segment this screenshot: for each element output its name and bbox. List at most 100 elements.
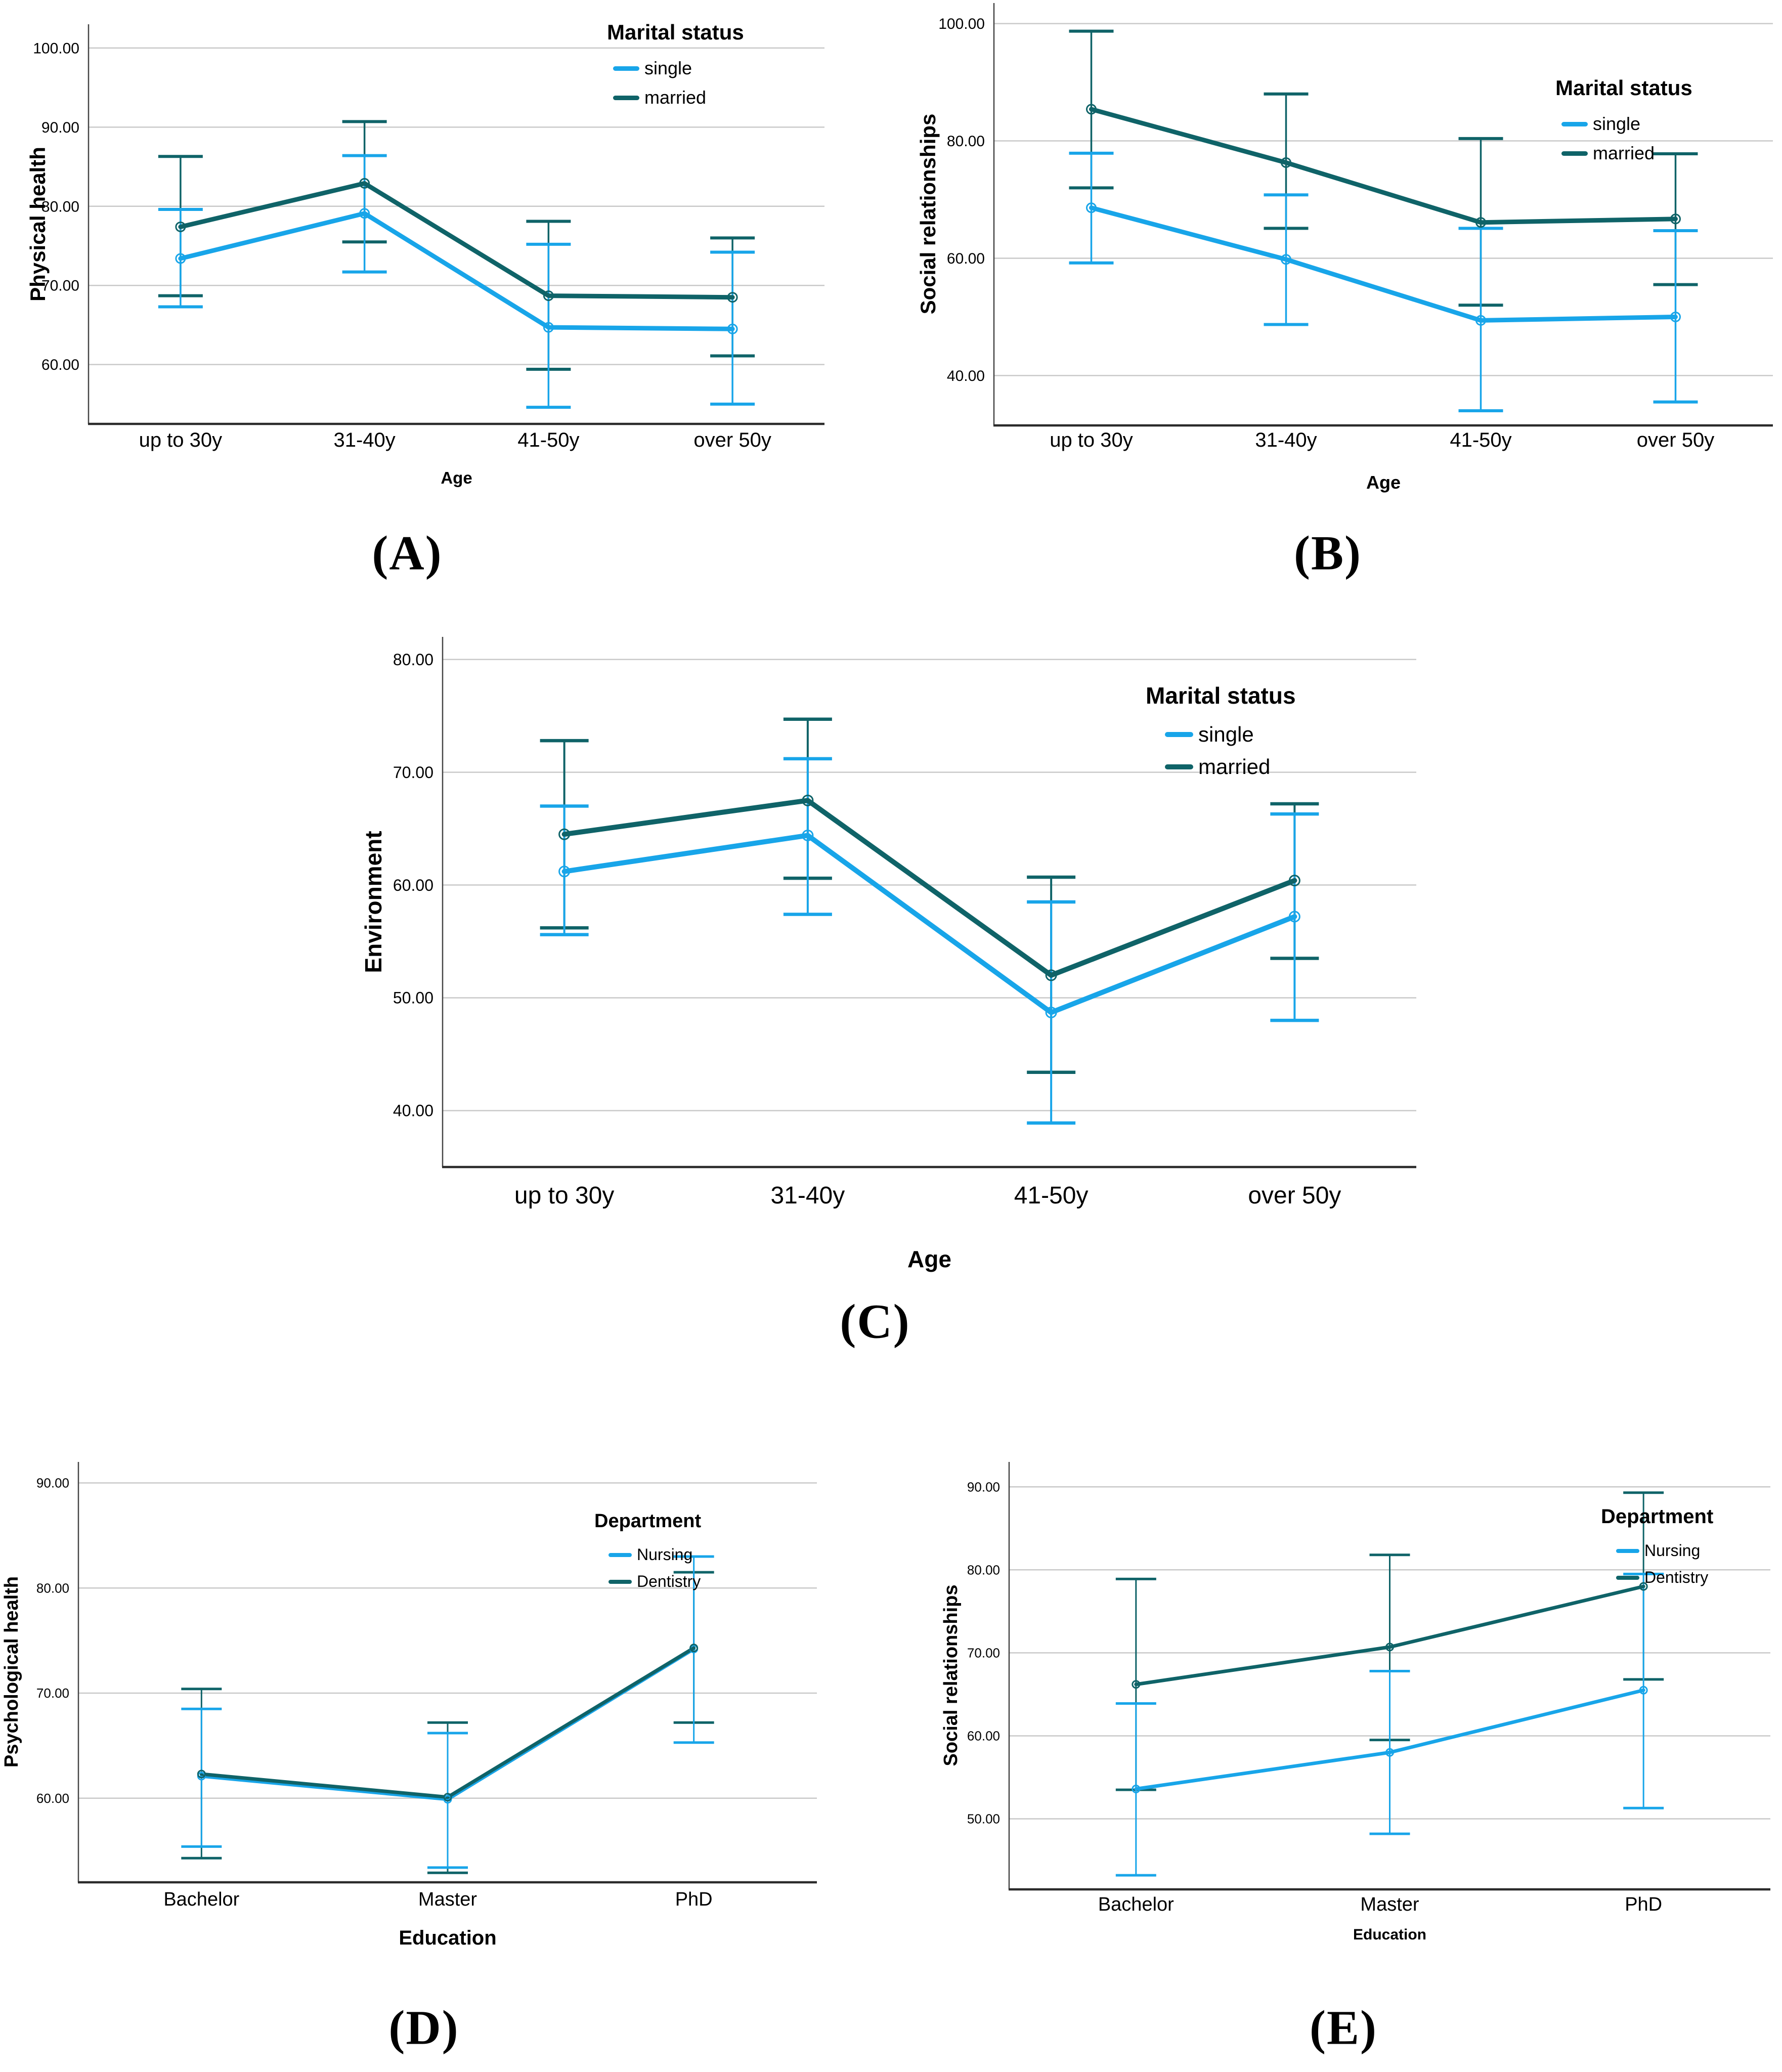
series-line-single — [178, 211, 735, 331]
legend-entries: single married — [613, 58, 744, 108]
x-category-label: up to 30y — [514, 1182, 614, 1209]
legend-entries: Nursing Dentistry — [609, 1545, 701, 1591]
x-category-label: up to 30y — [139, 429, 223, 451]
series-line-married — [1089, 107, 1678, 225]
y-tick-label: 90.00 — [967, 1479, 1000, 1494]
x-axis-title: Education — [399, 1927, 497, 1949]
data-point-marker — [727, 292, 738, 303]
data-point-marker — [175, 253, 186, 264]
chart-panel-a: Physical health 60.00 70.00 80.00 90.00 100.… — [20, 5, 835, 511]
data-point-marker — [1385, 1643, 1394, 1652]
legend: Marital status single married — [1146, 682, 1296, 779]
legend-title: Marital status — [1555, 76, 1692, 100]
data-point-marker — [727, 323, 738, 334]
legend-swatch-single — [1561, 121, 1588, 126]
legend-label: married — [1198, 755, 1271, 779]
chart-panel-c: Environment 40.00 50.00 60.00 70.00 80.00 up … — [349, 622, 1426, 1295]
x-category-label: up to 30y — [1050, 429, 1133, 451]
legend-entries: Nursing Dentistry — [1616, 1541, 1713, 1587]
plot-area: 40.00 60.00 80.00 100.00 up to 30y 31-40y 41-5… — [938, 3, 1773, 451]
series-line-dentistry — [1134, 1584, 1645, 1687]
legend-entry-dentistry: Dentistry — [1616, 1568, 1713, 1587]
data-point-marker — [543, 322, 554, 333]
data-point-marker — [1670, 213, 1681, 225]
legend-title: Marital status — [607, 20, 744, 44]
panel-label-e: (E) — [1310, 2000, 1377, 2055]
data-point-marker — [1385, 1748, 1394, 1757]
x-category-label: 41-50y — [1014, 1182, 1089, 1209]
data-point-marker — [1132, 1784, 1141, 1793]
data-point-marker — [1288, 875, 1300, 887]
legend: Marital status single married — [1555, 76, 1692, 164]
x-category-label: over 50y — [1248, 1182, 1341, 1209]
data-point-marker — [1086, 202, 1097, 213]
legend-entry-nursing: Nursing — [1616, 1541, 1713, 1560]
legend-entry-single: single — [613, 58, 744, 79]
legend-swatch-married — [1561, 151, 1588, 156]
x-axis-title: Age — [907, 1246, 951, 1272]
y-tick-label: 80.00 — [947, 133, 985, 150]
x-axis-title: Age — [1366, 472, 1401, 493]
y-tick-label: 80.00 — [41, 198, 79, 215]
data-point-marker — [359, 178, 370, 189]
legend-entry-single: single — [1165, 722, 1296, 747]
legend: Marital status single married — [607, 20, 744, 108]
y-tick-label: 80.00 — [36, 1580, 69, 1595]
series-line-single — [561, 833, 1297, 1015]
legend-label: married — [1593, 143, 1655, 163]
legend-label: Nursing — [1644, 1541, 1701, 1560]
data-point-marker — [1639, 1582, 1648, 1591]
x-category-label: over 50y — [1637, 429, 1714, 451]
panel-label-a: (A) — [372, 526, 443, 580]
data-point-marker — [1045, 969, 1057, 981]
data-point-marker — [558, 866, 571, 878]
legend-label: single — [644, 58, 692, 78]
chart-panel-d: Psychological health 60.00 70.00 80.00 90.0… — [1, 1446, 835, 1977]
chart-panel-e: Social relationships 50.00 60.00 70.00 80.0… — [936, 1446, 1782, 1977]
x-category-label: 31-40y — [1255, 429, 1317, 451]
data-point-marker — [689, 1644, 699, 1653]
data-point-marker — [359, 208, 370, 219]
legend-entries: single married — [1165, 722, 1296, 779]
legend-title: Department — [594, 1510, 702, 1532]
y-tick-label: 60.00 — [947, 250, 985, 267]
plot-area: 50.00 60.00 70.00 80.00 90.00 Bachelor Master P… — [967, 1462, 1770, 1915]
legend-swatch-dentistry — [1616, 1575, 1639, 1580]
legend-entry-dentistry: Dentistry — [609, 1572, 701, 1591]
data-point-marker — [1288, 911, 1300, 923]
legend-entry-nursing: Nursing — [609, 1545, 701, 1564]
y-tick-label: 70.00 — [41, 278, 79, 294]
y-tick-label: 40.00 — [393, 1102, 433, 1120]
legend-entry-single: single — [1561, 113, 1692, 135]
data-point-marker — [1281, 254, 1291, 265]
legend-swatch-married — [1165, 764, 1193, 769]
x-category-label: over 50y — [693, 429, 771, 451]
y-tick-label: 90.00 — [36, 1476, 69, 1491]
legend-label: Nursing — [637, 1545, 693, 1564]
legend-swatch-single — [613, 66, 639, 71]
data-point-marker — [543, 290, 554, 301]
chart-panel-b: Social relationships 40.00 60.00 80.00 100.… — [905, 0, 1782, 511]
y-tick-label: 70.00 — [36, 1686, 69, 1701]
y-tick-label: 60.00 — [36, 1791, 69, 1806]
x-category-label: PhD — [1625, 1894, 1662, 1915]
x-category-label: 31-40y — [333, 429, 395, 451]
x-category-label: PhD — [675, 1889, 713, 1910]
plot-area: 60.00 70.00 80.00 90.00 Bachelor Master PhD — [36, 1462, 817, 1910]
legend-entry-married: married — [613, 87, 744, 108]
panel-label-d: (D) — [388, 2000, 459, 2055]
y-tick-label: 60.00 — [967, 1729, 1000, 1744]
y-tick-label: 100.00 — [938, 16, 985, 32]
y-tick-label: 50.00 — [967, 1811, 1000, 1827]
x-category-label: 41-50y — [1450, 429, 1511, 451]
x-category-label: Bachelor — [1098, 1894, 1174, 1915]
data-point-marker — [197, 1769, 206, 1779]
y-tick-label: 80.00 — [393, 651, 433, 669]
y-tick-label: 60.00 — [41, 357, 79, 373]
legend-swatch-single — [1165, 732, 1193, 737]
legend-label: Dentistry — [1644, 1568, 1709, 1586]
plot-area: 60.00 70.00 80.00 90.00 100.00 up to 30y 31-40… — [33, 24, 824, 451]
series-line-dentistry — [199, 1646, 696, 1799]
data-point-marker — [175, 221, 186, 232]
